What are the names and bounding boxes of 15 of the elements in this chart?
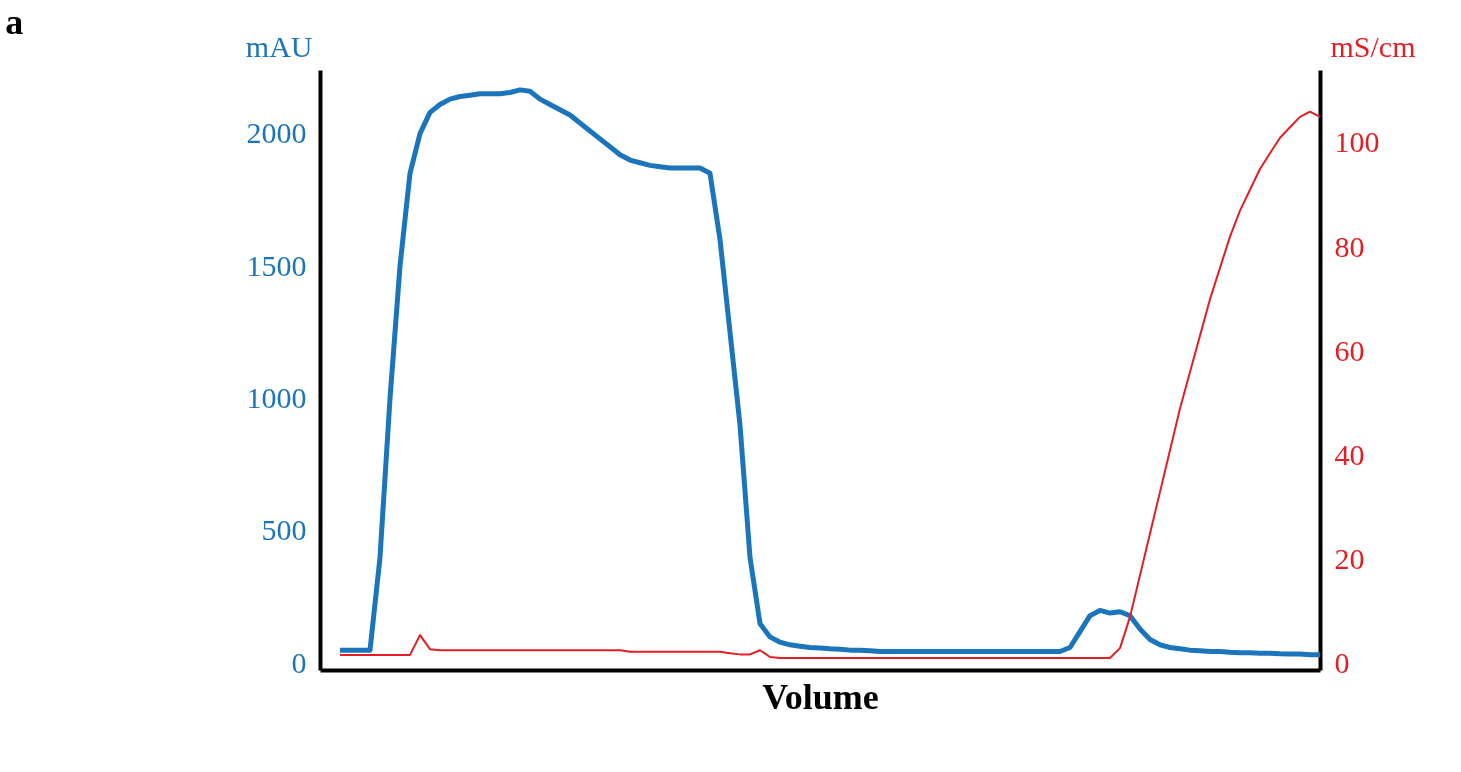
y-tick-label: 1000 xyxy=(246,380,307,414)
y-axis-title: mAU xyxy=(245,29,313,63)
y-tick-label: 1500 xyxy=(246,248,307,282)
x-axis-title: Volume xyxy=(762,676,879,717)
y2-tick-label: 60 xyxy=(1334,333,1365,367)
y2-tick-label: 0 xyxy=(1334,646,1350,680)
y2-tick-label: 80 xyxy=(1334,229,1365,263)
y2-tick-label: 20 xyxy=(1334,542,1365,576)
y-tick-label: 500 xyxy=(261,513,307,547)
y2-tick-label: 100 xyxy=(1334,125,1380,159)
y2-axis-title: mS/cm xyxy=(1330,29,1416,63)
y-tick-label: 0 xyxy=(291,645,307,679)
text: a xyxy=(5,2,24,42)
y2-tick-label: 40 xyxy=(1334,437,1365,471)
y-tick-label: 2000 xyxy=(246,116,307,150)
